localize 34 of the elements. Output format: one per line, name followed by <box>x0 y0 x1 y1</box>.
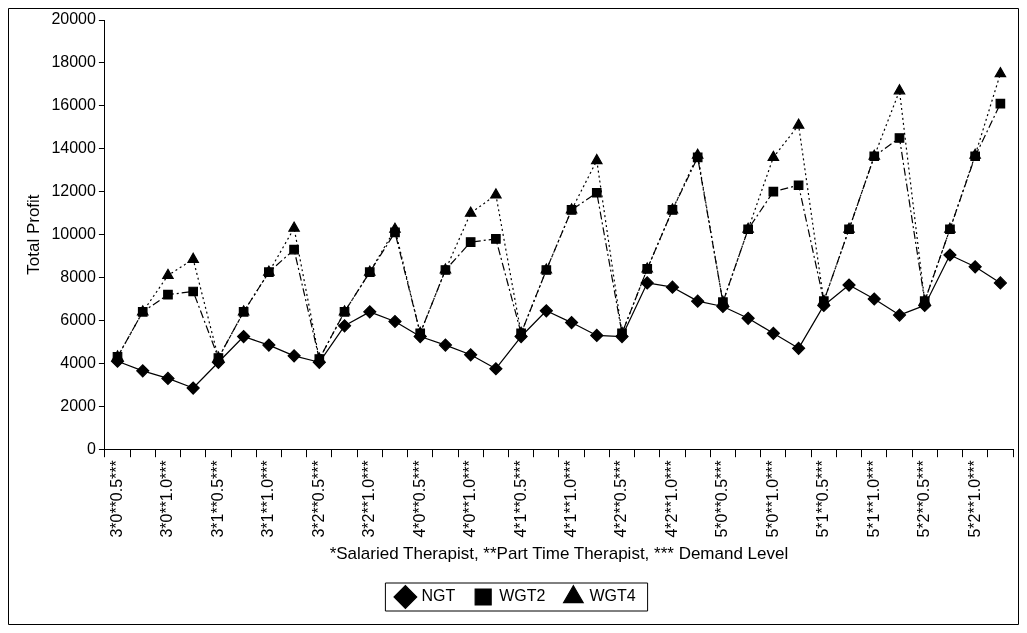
y-tick-label: 20000 <box>51 10 96 28</box>
x-tick-label: 5*0**1.0*** <box>763 460 781 538</box>
x-tick-label: 3*1**0.5*** <box>208 460 226 538</box>
y-axis-title: Total Profit <box>23 194 43 275</box>
x-tick-label: 5*0**0.5*** <box>713 460 731 538</box>
y-tick-label: 18000 <box>51 53 96 71</box>
x-tick-label: 3*1**1.0*** <box>259 460 277 538</box>
x-tick-label: 3*2**0.5*** <box>309 460 327 538</box>
y-tick-label: 10000 <box>51 225 96 243</box>
x-tick-label: 4*2**0.5*** <box>612 460 630 538</box>
x-tick-label: 4*0**0.5*** <box>410 460 428 538</box>
x-tick-label: 4*1**1.0*** <box>561 460 579 538</box>
y-tick-label: 6000 <box>60 310 96 328</box>
y-tick-label: 12000 <box>51 182 96 200</box>
x-tick-label: 5*1**0.5*** <box>814 460 832 538</box>
x-tick-label: 4*1**0.5*** <box>511 460 529 538</box>
x-axis-title: *Salaried Therapist, **Part Time Therapist, *** Demand Level <box>329 544 789 564</box>
x-tick-label: 4*0**1.0*** <box>461 460 479 538</box>
legend-label: WGT4 <box>589 587 636 605</box>
x-tick-label: 5*2**1.0*** <box>965 460 983 538</box>
x-tick-label: 4*2**1.0*** <box>662 460 680 538</box>
y-tick-label: 0 <box>86 439 96 457</box>
legend-label: WGT2 <box>499 587 546 605</box>
y-tick-label: 2000 <box>60 396 96 414</box>
y-tick-label: 16000 <box>51 96 96 114</box>
x-tick-label: 5*2**0.5*** <box>915 460 933 538</box>
x-tick-label: 3*2**1.0*** <box>360 460 378 538</box>
legend-label: NGT <box>421 587 456 605</box>
y-tick-label: 8000 <box>60 267 96 285</box>
y-tick-label: 4000 <box>60 353 96 371</box>
x-tick-label: 3*0**1.0*** <box>158 460 176 538</box>
y-tick-label: 14000 <box>51 139 96 157</box>
x-tick-label: 5*1**1.0*** <box>864 460 882 538</box>
x-tick-label: 3*0**0.5*** <box>107 460 125 538</box>
